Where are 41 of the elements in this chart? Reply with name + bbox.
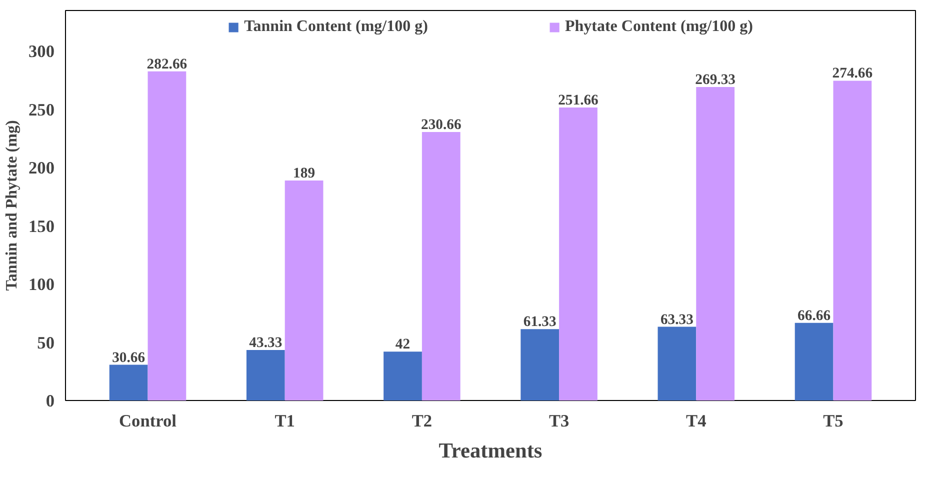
x-axis-title: Treatments bbox=[438, 438, 542, 462]
y-tick-label: 0 bbox=[46, 392, 55, 410]
bar bbox=[658, 326, 696, 400]
x-tick-label: T3 bbox=[548, 412, 570, 430]
data-label: 43.33 bbox=[249, 335, 282, 352]
bar bbox=[422, 132, 460, 400]
data-label: 282.66 bbox=[146, 56, 188, 72]
x-tick-label: Control bbox=[119, 412, 177, 430]
legend-label: Phytate Content (mg/100 g) bbox=[564, 18, 753, 36]
data-label: 61.33 bbox=[523, 314, 556, 330]
data-label: 230.66 bbox=[420, 116, 462, 133]
bar bbox=[384, 352, 422, 400]
data-label: 269.33 bbox=[695, 72, 736, 88]
y-tick-label: 50 bbox=[37, 333, 54, 352]
x-tick-label: T2 bbox=[412, 412, 432, 430]
bar bbox=[520, 329, 560, 400]
data-label: 251.66 bbox=[558, 92, 598, 109]
data-label: 189 bbox=[293, 165, 316, 182]
data-label: 63.33 bbox=[660, 312, 694, 328]
bar bbox=[284, 180, 324, 400]
y-tick-label: 150 bbox=[28, 216, 55, 236]
data-label: 42 bbox=[395, 336, 410, 353]
legend-label: Tannin Content (mg/100 g) bbox=[244, 18, 428, 36]
y-tick-label: 200 bbox=[28, 158, 55, 178]
x-tick-label: T4 bbox=[686, 412, 707, 430]
x-tick-label: T1 bbox=[274, 412, 295, 430]
y-tick-label: 300 bbox=[28, 42, 55, 62]
bar bbox=[148, 71, 186, 400]
data-label: 30.66 bbox=[112, 350, 146, 366]
bar bbox=[109, 364, 148, 400]
y-tick-label: 250 bbox=[28, 100, 55, 120]
data-label: 274.66 bbox=[832, 66, 873, 82]
bar bbox=[696, 86, 735, 400]
x-tick-label: T5 bbox=[823, 412, 844, 430]
bar bbox=[559, 108, 598, 400]
y-axis-title: Tannin and Phytate (mg) bbox=[4, 120, 21, 291]
bar bbox=[794, 322, 834, 400]
bar bbox=[833, 80, 872, 400]
data-label: 66.66 bbox=[798, 308, 831, 324]
bar bbox=[246, 350, 285, 400]
y-tick-label: 100 bbox=[28, 275, 55, 294]
